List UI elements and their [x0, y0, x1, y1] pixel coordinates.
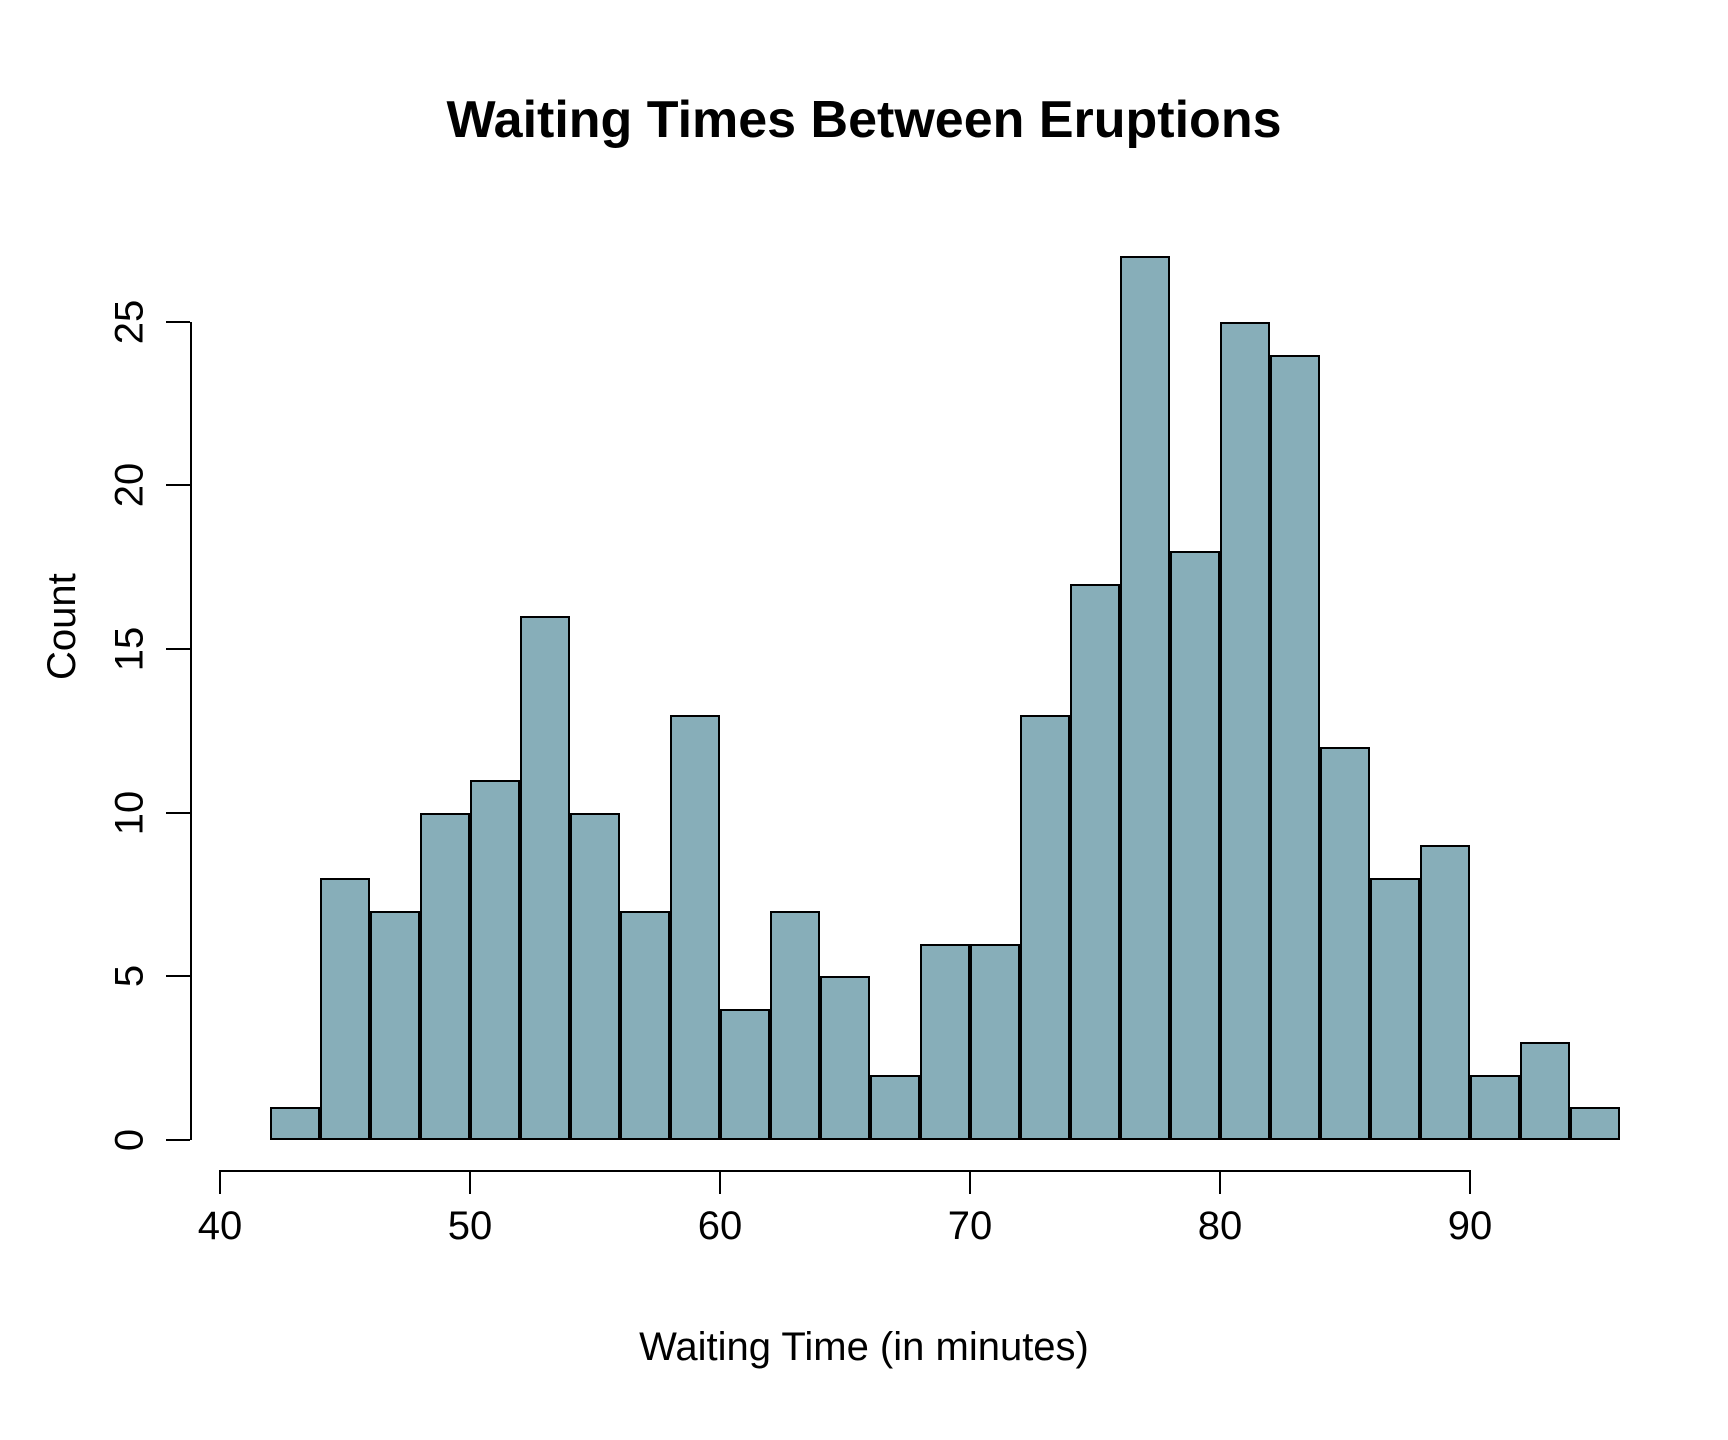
histogram-bar	[420, 813, 470, 1140]
y-tick-label: 5	[108, 965, 153, 987]
histogram-bar	[320, 878, 370, 1140]
histogram-bar	[620, 911, 670, 1140]
histogram-bar	[720, 1009, 770, 1140]
histogram-bar	[520, 616, 570, 1140]
y-tick	[166, 812, 190, 814]
y-tick	[166, 975, 190, 977]
histogram-bar	[770, 911, 820, 1140]
x-tick	[969, 1170, 971, 1194]
histogram-bar	[370, 911, 420, 1140]
plot-area	[220, 240, 1620, 1140]
x-tick-label: 40	[198, 1204, 243, 1249]
y-tick-label: 20	[108, 463, 153, 508]
histogram-bar	[470, 780, 520, 1140]
histogram-bar	[1270, 355, 1320, 1140]
histogram-bar	[1420, 845, 1470, 1140]
x-tick	[219, 1170, 221, 1194]
histogram-bar	[1570, 1107, 1620, 1140]
histogram-bar	[1070, 584, 1120, 1140]
histogram-bar	[670, 715, 720, 1140]
histogram-bar	[1320, 747, 1370, 1140]
histogram-bar	[1370, 878, 1420, 1140]
y-tick	[166, 648, 190, 650]
y-tick	[166, 484, 190, 486]
histogram-chart: Waiting Times Between Eruptions Count Wa…	[0, 0, 1728, 1440]
x-tick	[719, 1170, 721, 1194]
x-tick-label: 50	[448, 1204, 493, 1249]
histogram-bar	[870, 1075, 920, 1140]
chart-title: Waiting Times Between Eruptions	[0, 90, 1728, 150]
x-axis-label: Waiting Time (in minutes)	[0, 1325, 1728, 1370]
x-tick-label: 80	[1198, 1204, 1243, 1249]
histogram-bar	[820, 976, 870, 1140]
histogram-bar	[920, 944, 970, 1140]
y-tick	[166, 1139, 190, 1141]
histogram-bar	[1020, 715, 1070, 1140]
y-axis-line	[190, 322, 192, 1140]
y-tick-label: 0	[108, 1129, 153, 1151]
histogram-bar	[270, 1107, 320, 1140]
histogram-bar	[1520, 1042, 1570, 1140]
y-tick-label: 25	[108, 300, 153, 345]
histogram-bar	[1470, 1075, 1520, 1140]
x-tick	[1219, 1170, 1221, 1194]
x-tick	[1469, 1170, 1471, 1194]
histogram-bar	[570, 813, 620, 1140]
y-tick-label: 10	[108, 790, 153, 835]
x-tick-label: 60	[698, 1204, 743, 1249]
histogram-bar	[1120, 256, 1170, 1140]
histogram-bar	[1170, 551, 1220, 1140]
x-tick-label: 70	[948, 1204, 993, 1249]
y-tick-label: 15	[108, 627, 153, 672]
x-tick-label: 90	[1448, 1204, 1493, 1249]
y-tick	[166, 321, 190, 323]
x-axis-line	[220, 1170, 1470, 1172]
histogram-bar	[1220, 322, 1270, 1140]
histogram-bar	[970, 944, 1020, 1140]
x-tick	[469, 1170, 471, 1194]
y-axis-label: Count	[40, 573, 85, 680]
